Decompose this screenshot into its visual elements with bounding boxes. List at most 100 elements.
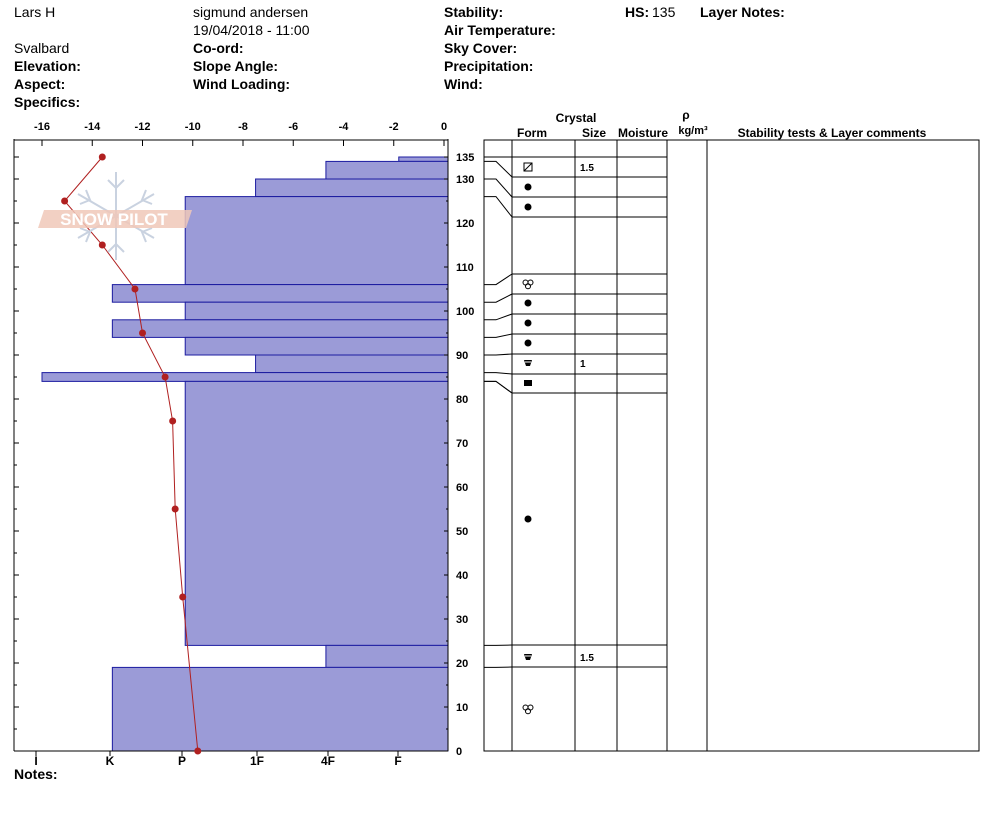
temperature-tick-label: -2 [389, 121, 399, 133]
height-tick-label: 135 [456, 152, 474, 164]
layer-connector [484, 196, 513, 218]
region-name: Svalbard [14, 40, 70, 56]
rounded-grain-icon [524, 515, 532, 523]
stability-label: Stability: [444, 4, 504, 20]
layer-connector [484, 273, 513, 286]
temperature-point [98, 153, 106, 161]
hardness-layer-bar [111, 284, 449, 303]
height-tick-label: 0 [456, 746, 462, 758]
rounded-grain-icon [524, 319, 532, 327]
crystal-size-value: 1 [580, 359, 586, 370]
crystal-size-value: 1.5 [580, 653, 594, 664]
hs-value: 135 [652, 4, 676, 20]
hardness-layers [41, 156, 449, 752]
layer-table: 1.5 1 1.5 [483, 139, 980, 752]
temperature-tick-label: 0 [441, 121, 447, 133]
moisture-header: Moisture [618, 126, 668, 140]
temperature-point [61, 197, 69, 205]
temperature-point [161, 373, 169, 381]
temperature-tick-label: -16 [34, 121, 50, 133]
ice-formation-icon [524, 380, 532, 386]
density-unit-header: kg/m³ [678, 125, 708, 137]
faceted-crystal-icon [523, 162, 533, 172]
melt-form-circle [525, 283, 531, 290]
rho-header: ρ [682, 108, 689, 122]
height-tick-label: 60 [456, 482, 468, 494]
crystal-header: Crystal [556, 111, 597, 125]
coord-label: Co-ord: [193, 40, 244, 56]
wind-loading-label: Wind Loading: [193, 76, 291, 92]
wind-label: Wind: [444, 76, 483, 92]
hardness-tick-label: I [34, 754, 37, 768]
height-tick-label: 90 [456, 350, 468, 362]
comments-header: Stability tests & Layer comments [738, 126, 927, 140]
hardness-layer-bar [111, 319, 449, 338]
crystal-size-value: 1.5 [580, 163, 594, 174]
hs-label: HS: [625, 4, 650, 20]
temperature-tick-label: -6 [288, 121, 298, 133]
layer-connector [484, 353, 513, 356]
temperature-point [171, 505, 179, 513]
hardness-layer-bar [255, 178, 449, 198]
height-tick-label: 10 [456, 702, 468, 714]
temperature-point [169, 417, 177, 425]
layer-connector [484, 178, 513, 198]
hardness-layer-bar [325, 160, 449, 180]
depth-hoar-icon [524, 654, 532, 660]
temperature-tick-label: -4 [339, 121, 350, 133]
height-tick-label: 50 [456, 526, 468, 538]
height-tick-label: 40 [456, 570, 468, 582]
height-tick-label: 70 [456, 438, 468, 450]
height-tick-label: 120 [456, 218, 474, 230]
depth-hoar-icon [524, 360, 532, 366]
melt-form-icon [522, 704, 534, 715]
temperature-point [179, 593, 187, 601]
hardness-tick-label: 4F [321, 754, 335, 768]
hardness-tick-label: P [178, 754, 186, 768]
melt-form-icon [522, 279, 534, 290]
rounded-grain-icon [524, 299, 532, 307]
hardness-tick-label: F [394, 754, 401, 768]
air-temperature-label: Air Temperature: [444, 22, 556, 38]
aspect-label: Aspect: [14, 76, 66, 92]
rounded-grain-icon [524, 183, 532, 191]
temperature-axis: -16 -14 -12 -10 -8 -6 -4 -2 0 [34, 121, 447, 146]
layer-connector [484, 372, 513, 375]
hardness-layer-bar [184, 380, 449, 646]
melt-form-circle [525, 708, 531, 715]
size-header: Size [582, 126, 606, 140]
layer-table-header: Crystal Form Size Moisture ρ kg/m³ Stabi… [517, 108, 927, 140]
snow-pilot-logo: SNOW PILOT [38, 172, 192, 260]
layer-connector [484, 333, 513, 338]
table-border [483, 139, 980, 752]
temperature-tick-label: -8 [238, 121, 248, 133]
slope-angle-label: Slope Angle: [193, 58, 279, 74]
hardness-layer-bar [325, 644, 449, 668]
observer-name: Lars H [14, 4, 56, 20]
height-tick-label: 80 [456, 394, 468, 406]
sky-cover-label: Sky Cover: [444, 40, 518, 56]
layer-connector [484, 293, 513, 303]
hardness-layer-bar [184, 196, 449, 286]
hardness-layer-bar [111, 666, 449, 752]
observation-datetime: 19/04/2018 - 11:00 [193, 22, 310, 38]
hardness-layer-bar [41, 372, 449, 382]
plot-frame [13, 139, 449, 752]
temperature-point [98, 241, 106, 249]
temperature-point [131, 285, 139, 293]
rounded-grain-icon [524, 203, 532, 211]
height-tick-label: 20 [456, 658, 468, 670]
height-tick-label: 110 [456, 262, 474, 274]
temperature-tick-label: -10 [185, 121, 201, 133]
hardness-layer-bar [184, 301, 449, 321]
precipitation-label: Precipitation: [444, 58, 534, 74]
location-name: sigmund andersen [193, 4, 309, 20]
notes-label: Notes: [14, 766, 58, 782]
height-tick-label: 100 [456, 306, 474, 318]
hardness-layer-bar [184, 336, 449, 356]
layer-notes-label: Layer Notes: [700, 4, 785, 20]
layer-connector [484, 160, 513, 178]
hardness-layer-bar [255, 354, 449, 374]
hardness-layer-bar [398, 156, 449, 162]
